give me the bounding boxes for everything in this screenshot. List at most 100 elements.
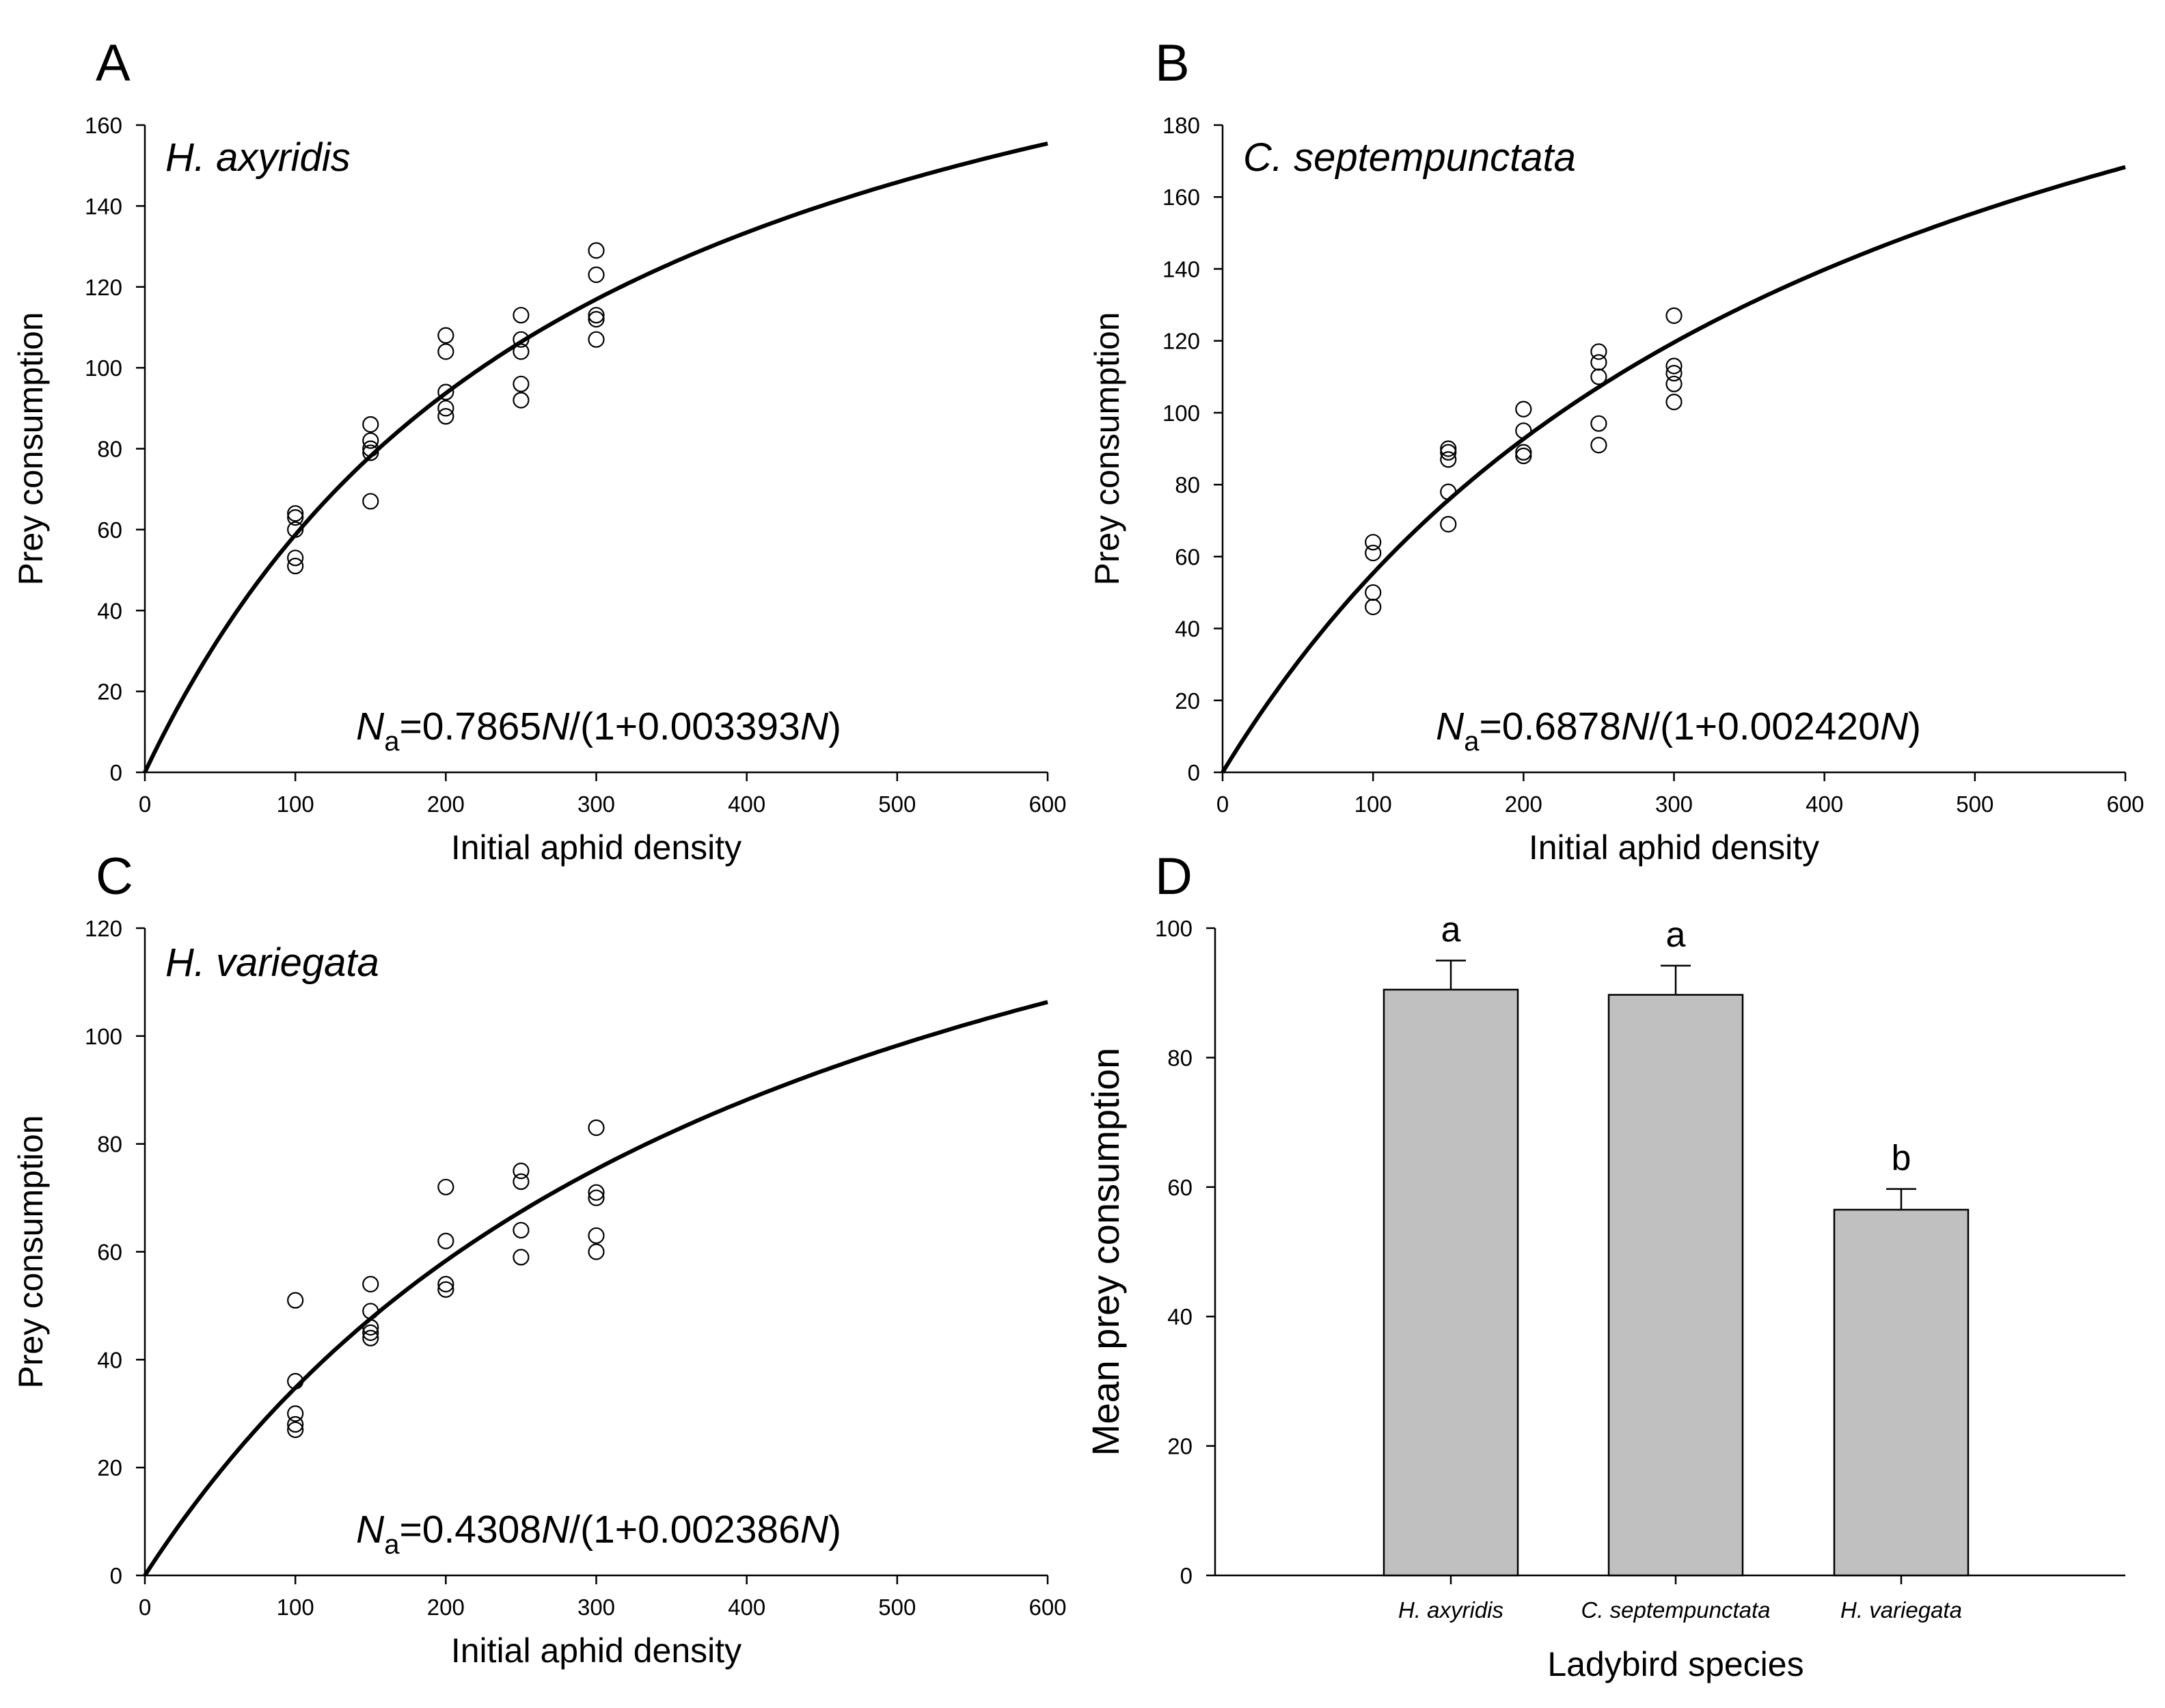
- data-point: [362, 1329, 379, 1346]
- data-point: [1515, 401, 1532, 418]
- y-tick-label: 100: [85, 1024, 122, 1049]
- data-point: [1440, 451, 1457, 468]
- data-point: [1440, 444, 1457, 461]
- data-point: [588, 307, 605, 324]
- x-axis-title: Ladybird species: [1547, 1645, 1803, 1683]
- x-tick-label: 100: [277, 1595, 314, 1620]
- species-name: H. variegata: [165, 940, 379, 985]
- data-point: [513, 331, 530, 348]
- data-point: [588, 331, 605, 348]
- y-tick-label: 40: [1175, 616, 1200, 642]
- y-axis-title: Prey consumption: [1088, 312, 1126, 585]
- x-axis-title: Initial aphid density: [451, 828, 741, 867]
- equation-part: =0.4308: [399, 1508, 541, 1551]
- data-point: [588, 311, 605, 328]
- x-tick-label: 300: [1655, 791, 1693, 817]
- data-point: [437, 383, 454, 401]
- panel-A: A 0 100 200 300 400 500 600 0 20 40 60 80 100 120 140 16…: [12, 34, 1067, 867]
- fitted-curve: [143, 141, 1048, 774]
- data-point: [1440, 483, 1457, 500]
- data-point: [588, 1189, 605, 1206]
- data-point: [513, 392, 530, 409]
- data-point: [287, 558, 304, 575]
- data-point: [513, 1163, 530, 1180]
- x-tick-label: 500: [1956, 791, 1993, 817]
- y-axis-title: Prey consumption: [12, 1115, 50, 1388]
- y-tick-label: 40: [97, 598, 122, 623]
- data-point: [287, 1415, 304, 1433]
- y-tick-label: 100: [85, 355, 122, 381]
- data-point: [437, 327, 454, 344]
- data-point: [1365, 544, 1382, 562]
- x-tick-label: 0: [1216, 791, 1229, 817]
- equation-part: =0.7865: [399, 705, 541, 748]
- y-tick-label: 60: [97, 1240, 122, 1265]
- y-tick-label: 80: [1167, 1045, 1193, 1070]
- y-tick-label: 40: [1167, 1304, 1193, 1329]
- bar: [1833, 1208, 1970, 1577]
- data-point: [1365, 584, 1382, 601]
- x-tick-label: 600: [1029, 1595, 1066, 1620]
- equation-part: a: [384, 1530, 400, 1560]
- data-point: [287, 1372, 304, 1390]
- data-point: [362, 1303, 379, 1320]
- x-tick-label: 600: [1029, 791, 1066, 817]
- panel-letter: B: [1155, 34, 1190, 92]
- data-point: [362, 444, 379, 461]
- data-point: [513, 343, 530, 360]
- y-tick-label: 180: [1162, 113, 1200, 138]
- equation-part: N: [356, 1508, 385, 1551]
- data-point: [513, 1173, 530, 1191]
- species-name: C. septempunctata: [1243, 135, 1576, 180]
- y-tick-label: 0: [1188, 760, 1200, 785]
- bar: [1383, 988, 1519, 1577]
- data-point: [362, 416, 379, 433]
- y-tick-label: 20: [97, 1455, 122, 1480]
- y-tick-label: 80: [97, 437, 122, 462]
- data-point: [588, 1184, 605, 1201]
- x-tick-label: 200: [1505, 791, 1542, 817]
- significance-letter: b: [1892, 1139, 1911, 1178]
- data-point: [1440, 440, 1457, 457]
- y-tick-label: 80: [97, 1132, 122, 1157]
- x-axis-title: Initial aphid density: [1529, 828, 1819, 867]
- data-point: [1665, 375, 1683, 392]
- equation-part: a: [1464, 727, 1480, 757]
- y-tick-label: 120: [85, 916, 122, 941]
- equation: Na=0.7865N/(1+0.003393N): [356, 705, 841, 757]
- x-tick-label: 400: [1806, 791, 1843, 817]
- data-point: [287, 1405, 304, 1422]
- equation: Na=0.6878N/(1+0.002420N): [1436, 705, 1921, 757]
- equation-part: N: [541, 1508, 570, 1551]
- x-tick-label: 100: [1354, 791, 1392, 817]
- data-point: [1515, 447, 1532, 465]
- y-tick-label: 140: [85, 193, 122, 219]
- equation-part: ): [1908, 705, 1921, 748]
- x-tick-label: 500: [878, 791, 916, 817]
- data-point: [437, 1281, 454, 1298]
- equation-part: N: [1436, 705, 1465, 748]
- y-tick-label: 160: [1162, 185, 1200, 210]
- category-label: H. axyridis: [1398, 1597, 1503, 1623]
- category-label: H. variegata: [1840, 1597, 1962, 1623]
- data-point: [1515, 422, 1532, 439]
- data-point: [287, 521, 304, 538]
- data-point: [588, 1243, 605, 1260]
- y-tick-label: 60: [97, 517, 122, 543]
- data-point: [1515, 444, 1532, 461]
- y-tick-label: 100: [1155, 916, 1193, 941]
- data-point: [588, 266, 605, 284]
- data-point: [287, 1421, 304, 1439]
- y-axis-title: Mean prey consumption: [1084, 1048, 1127, 1456]
- y-tick-label: 0: [110, 760, 122, 785]
- data-point: [362, 1275, 379, 1292]
- y-tick-label: 20: [1175, 688, 1200, 714]
- equation-part: ): [828, 1508, 841, 1551]
- data-point: [437, 343, 454, 360]
- y-tick-label: 0: [110, 1563, 122, 1588]
- equation-part: ): [828, 705, 841, 748]
- category-label: C. septempunctata: [1581, 1597, 1771, 1623]
- data-point: [437, 1178, 454, 1195]
- data-point: [362, 1318, 379, 1336]
